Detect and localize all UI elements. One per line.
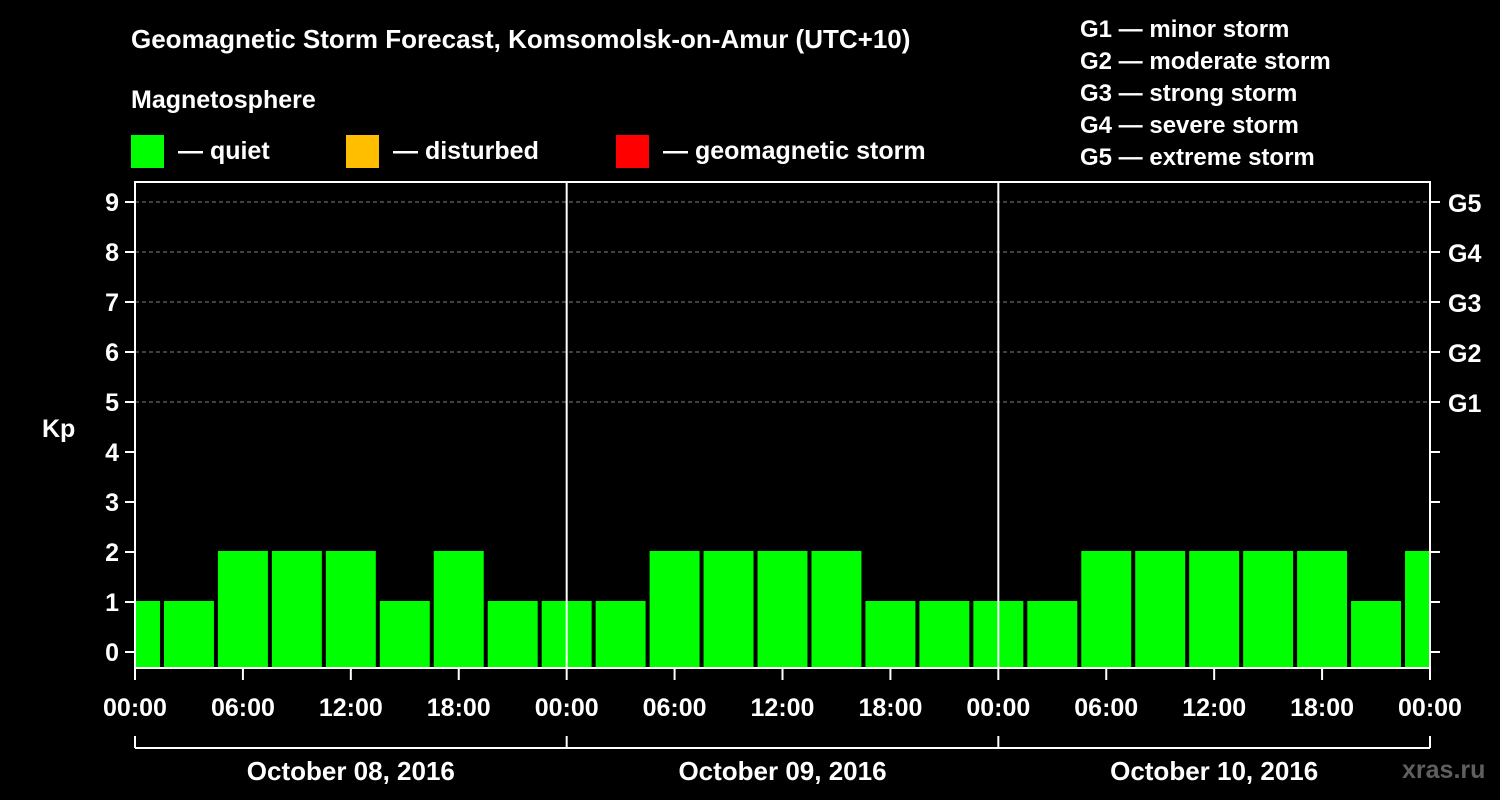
kp-bar: [757, 551, 808, 668]
kp-bar: [1297, 551, 1348, 668]
legend-storm: — geomagnetic storm: [616, 134, 926, 168]
day-label: October 08, 2016: [247, 756, 455, 786]
y-tick-label: 1: [105, 589, 119, 617]
x-tick-label: 00:00: [103, 694, 167, 722]
storm-scale-legend: G1 — minor storm G2 — moderate storm G3 …: [1080, 14, 1331, 174]
x-tick-label: 12:00: [319, 694, 383, 722]
x-tick-label: 18:00: [1290, 694, 1354, 722]
kp-bar: [1351, 601, 1402, 668]
kp-bar: [1027, 601, 1078, 668]
legend-label-quiet: — quiet: [178, 136, 270, 165]
storm-scale-g1: G1 — minor storm: [1080, 16, 1290, 43]
y-tick-label: 8: [105, 239, 119, 267]
g-level-label: G1: [1448, 390, 1481, 418]
y-tick-label: 9: [105, 189, 119, 217]
kp-bar: [1243, 551, 1294, 668]
kp-bar: [1135, 551, 1186, 668]
g-level-label: G4: [1448, 240, 1481, 268]
storm-scale-g2: G2 — moderate storm: [1080, 48, 1331, 75]
y-tick-label: 0: [105, 639, 119, 667]
g-level-label: G5: [1448, 190, 1481, 218]
kp-bar: [271, 551, 322, 668]
kp-bar: [1189, 551, 1240, 668]
watermark: xras.ru: [1402, 756, 1486, 784]
x-tick-label: 06:00: [643, 694, 707, 722]
legend-quiet: — quiet: [131, 134, 270, 168]
storm-scale-g3: G3 — strong storm: [1080, 80, 1298, 107]
legend-swatch-storm: [616, 134, 649, 168]
day-label: October 09, 2016: [678, 756, 886, 786]
storm-scale-g4: G4 — severe storm: [1080, 112, 1299, 139]
grid-lines: [135, 201, 1430, 403]
x-tick-label: 18:00: [427, 694, 491, 722]
kp-bar: [487, 601, 538, 668]
axes: [125, 181, 1440, 749]
y-tick-label: 7: [105, 289, 119, 317]
kp-bar: [649, 551, 700, 668]
x-tick-label: 12:00: [751, 694, 815, 722]
chart-title: Geomagnetic Storm Forecast, Komsomolsk-o…: [131, 24, 911, 54]
kp-bar: [811, 551, 862, 668]
kp-bars: [136, 551, 1429, 668]
kp-bar: [865, 601, 916, 668]
axis-labels: 0 1 2 3 4 5 6 7 8 9 G1 G2 G3 G4 G5 Kp 00:00 06:00 12:00 18:…: [42, 189, 1481, 786]
g-level-label: G2: [1448, 340, 1481, 368]
kp-bar: [217, 551, 268, 668]
kp-bar: [1405, 551, 1429, 668]
kp-bar: [703, 551, 754, 668]
legend-swatch-quiet: [131, 134, 164, 168]
g-level-label: G3: [1448, 290, 1481, 318]
legend-label-disturbed: — disturbed: [393, 136, 539, 165]
y-axis-title: Kp: [42, 415, 75, 443]
kp-bar: [919, 601, 970, 668]
legend-swatch-disturbed: [346, 134, 379, 168]
day-label: October 10, 2016: [1110, 756, 1318, 786]
legend-label-storm: — geomagnetic storm: [663, 136, 926, 165]
x-tick-label: 00:00: [966, 694, 1030, 722]
x-tick-label: 18:00: [858, 694, 922, 722]
day-dividers: [565, 182, 1000, 668]
x-tick-label: 12:00: [1182, 694, 1246, 722]
kp-bar: [163, 601, 214, 668]
storm-scale-g5: G5 — extreme storm: [1080, 144, 1315, 171]
kp-bar: [379, 601, 430, 668]
kp-bar: [595, 601, 646, 668]
y-tick-label: 5: [105, 389, 119, 417]
y-tick-label: 3: [105, 489, 119, 517]
y-tick-label: 4: [105, 439, 119, 467]
x-tick-label: 06:00: [211, 694, 275, 722]
y-tick-label: 6: [105, 339, 119, 367]
kp-bar: [433, 551, 484, 668]
x-tick-label: 00:00: [535, 694, 599, 722]
kp-bar: [136, 601, 160, 668]
x-tick-label: 00:00: [1398, 694, 1462, 722]
legend-disturbed: — disturbed: [346, 134, 539, 168]
kp-bar: [1081, 551, 1132, 668]
y-tick-label: 2: [105, 539, 119, 567]
x-tick-label: 06:00: [1074, 694, 1138, 722]
chart-subtitle: Magnetosphere: [131, 86, 316, 114]
kp-bar: [325, 551, 376, 668]
